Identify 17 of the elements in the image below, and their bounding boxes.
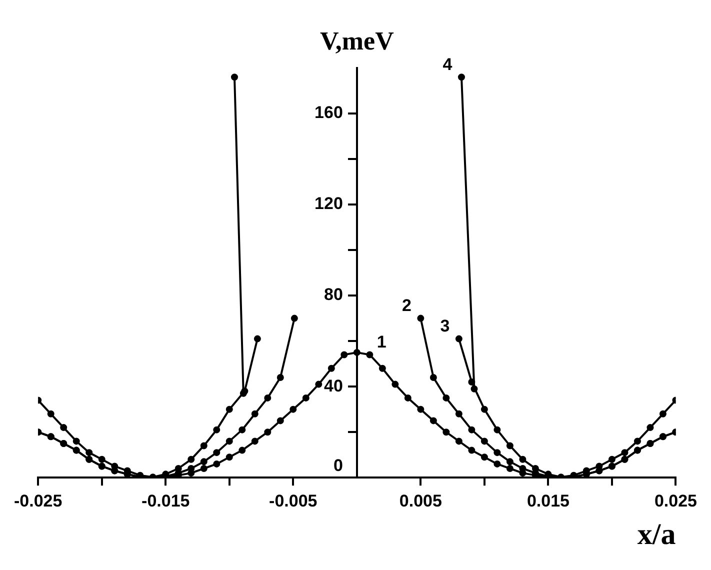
x-tick-label: 0.005 (399, 491, 442, 510)
chart-title: V,meV (320, 26, 394, 56)
y-tick-label: 160 (314, 103, 343, 122)
x-tick-label: 0.015 (526, 491, 570, 510)
y-tick-label: 40 (324, 376, 343, 396)
series-label: 1 (376, 332, 386, 352)
series-label: 2 (402, 296, 412, 315)
x-tick-label: -0.025 (14, 491, 62, 510)
x-axis-title: x/a (637, 518, 676, 551)
x-tick-label: -0.015 (142, 491, 190, 510)
y-tick-label: 80 (324, 285, 343, 304)
series-label: 4 (442, 54, 453, 74)
x-tick-label: -0.005 (269, 491, 318, 510)
x-tick-label: 0.025 (654, 491, 698, 510)
y-tick-label: 120 (314, 194, 343, 214)
series-label: 3 (440, 316, 450, 336)
y-tick-label: 0 (333, 456, 343, 475)
